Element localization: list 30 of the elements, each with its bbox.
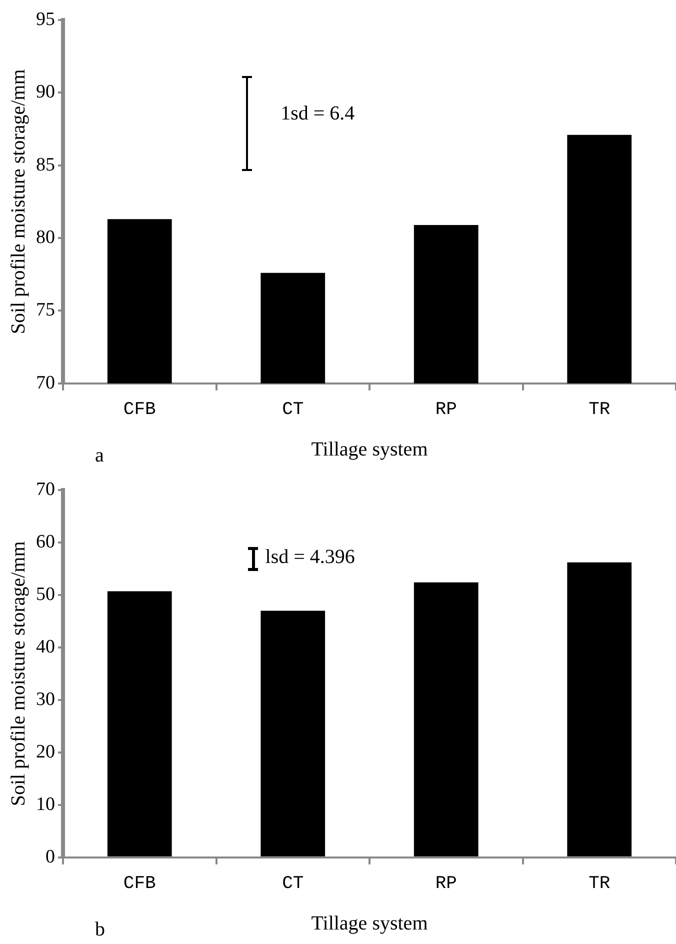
y-tick-label: 10: [36, 794, 55, 815]
annotation: lsd = 4.396: [265, 546, 355, 568]
y-tick-label: 75: [36, 300, 55, 321]
y-tick-label: 95: [36, 8, 55, 30]
y-tick-label: 85: [36, 154, 55, 176]
y-axis-title: Soil profile moisture storage/mm: [7, 540, 30, 806]
x-tick-label: CFB: [123, 400, 156, 420]
y-tick-label: 60: [36, 531, 55, 552]
x-axis-title: Tillage system: [311, 912, 428, 934]
x-tick-label: RP: [435, 874, 457, 894]
y-axis-title: Soil profile moisture storage/mm: [7, 68, 30, 334]
annotation: 1sd = 6.4: [280, 102, 355, 125]
y-tick-label: 90: [36, 82, 55, 103]
text: b: [95, 918, 105, 940]
y-tick-label: 50: [36, 584, 55, 605]
y-tick-label: 80: [36, 227, 55, 248]
x-axis-title: Tillage system: [311, 438, 428, 460]
y-tick-label: 70: [36, 372, 55, 394]
x-tick-label: TR: [588, 400, 610, 420]
x-tick-label: TR: [588, 874, 610, 894]
x-tick-label: RP: [435, 400, 457, 420]
text: a: [95, 444, 104, 466]
y-tick-label: 20: [36, 741, 55, 762]
x-tick-label: CT: [282, 400, 304, 420]
x-tick-label: CFB: [123, 874, 156, 894]
y-tick-label: 30: [36, 688, 55, 710]
y-tick-label: 70: [36, 478, 55, 500]
x-tick-label: CT: [282, 874, 304, 894]
y-tick-label: 40: [36, 636, 55, 658]
y-tick-label: 0: [46, 846, 55, 868]
